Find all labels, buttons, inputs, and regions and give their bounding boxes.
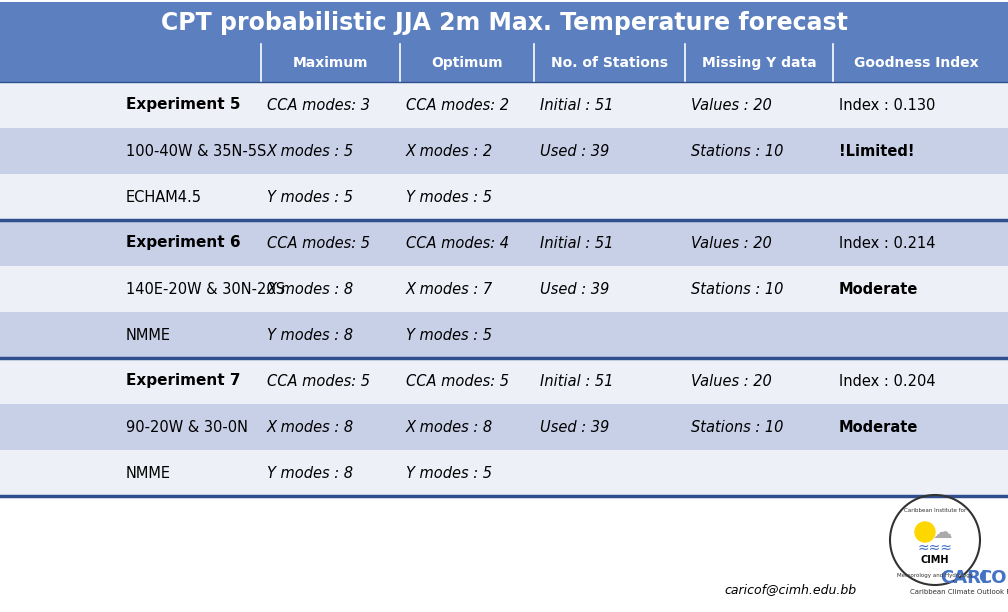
Text: Moderate: Moderate: [839, 282, 918, 296]
Text: Moderate: Moderate: [839, 419, 918, 435]
Text: Y modes : 5: Y modes : 5: [406, 190, 492, 204]
Text: Experiment 7: Experiment 7: [126, 373, 241, 389]
Text: Initial : 51: Initial : 51: [539, 373, 613, 389]
Text: X modes : 5: X modes : 5: [267, 143, 354, 159]
Circle shape: [915, 522, 935, 542]
Text: Y modes : 8: Y modes : 8: [267, 327, 353, 343]
Text: CIMH: CIMH: [920, 555, 950, 565]
Text: Experiment 5: Experiment 5: [126, 97, 241, 113]
Text: Stations : 10: Stations : 10: [690, 282, 783, 296]
Text: Values : 20: Values : 20: [690, 373, 772, 389]
Text: CCA modes: 2: CCA modes: 2: [406, 97, 509, 113]
Text: ECHAM4.5: ECHAM4.5: [126, 190, 202, 204]
Text: Y modes : 5: Y modes : 5: [267, 190, 353, 204]
Text: Values : 20: Values : 20: [690, 97, 772, 113]
Text: ☁: ☁: [933, 523, 953, 542]
Text: Caribbean Climate Outlook Forum: Caribbean Climate Outlook Forum: [910, 589, 1008, 595]
Text: 140E-20W & 30N-20S: 140E-20W & 30N-20S: [126, 282, 285, 296]
Text: Caribbean Institute for: Caribbean Institute for: [904, 507, 966, 512]
Text: Maximum: Maximum: [292, 56, 368, 70]
Text: CCA modes: 4: CCA modes: 4: [406, 236, 509, 250]
Text: !Limited!: !Limited!: [839, 143, 914, 159]
Text: No. of Stations: No. of Stations: [550, 56, 667, 70]
Bar: [0, 44, 1008, 82]
Text: X modes : 8: X modes : 8: [267, 419, 354, 435]
Text: Meteorology and Hydrology: Meteorology and Hydrology: [897, 572, 973, 578]
Text: Used : 39: Used : 39: [539, 419, 609, 435]
Text: caricof@cimh.edu.bb: caricof@cimh.edu.bb: [724, 583, 856, 597]
Text: Missing Y data: Missing Y data: [702, 56, 816, 70]
Bar: [0, 220, 1008, 266]
Bar: [0, 82, 1008, 128]
Text: X modes : 7: X modes : 7: [406, 282, 493, 296]
Text: Experiment 6: Experiment 6: [126, 236, 241, 250]
Text: Stations : 10: Stations : 10: [690, 143, 783, 159]
Text: CCA modes: 5: CCA modes: 5: [267, 236, 370, 250]
Text: CCA modes: 5: CCA modes: 5: [406, 373, 509, 389]
Text: Index : 0.130: Index : 0.130: [839, 97, 935, 113]
Text: Y modes : 5: Y modes : 5: [406, 327, 492, 343]
Text: Y modes : 5: Y modes : 5: [406, 466, 492, 480]
Text: 90-20W & 30-0N: 90-20W & 30-0N: [126, 419, 248, 435]
Text: CCA modes: 5: CCA modes: 5: [267, 373, 370, 389]
Text: X modes : 8: X modes : 8: [406, 419, 493, 435]
Bar: [0, 450, 1008, 496]
Text: 100-40W & 35N-5S: 100-40W & 35N-5S: [126, 143, 266, 159]
Text: CARI: CARI: [940, 569, 988, 587]
Bar: [0, 2, 1008, 44]
Text: X modes : 2: X modes : 2: [406, 143, 493, 159]
Text: Values : 20: Values : 20: [690, 236, 772, 250]
Bar: [0, 312, 1008, 358]
Text: Goodness Index: Goodness Index: [854, 56, 979, 70]
Bar: [0, 174, 1008, 220]
Bar: [0, 358, 1008, 404]
Text: CCA modes: 3: CCA modes: 3: [267, 97, 370, 113]
Text: X modes : 8: X modes : 8: [267, 282, 354, 296]
Text: Used : 39: Used : 39: [539, 282, 609, 296]
Text: Optimum: Optimum: [430, 56, 503, 70]
Text: COF: COF: [978, 569, 1008, 587]
Text: NMME: NMME: [126, 466, 171, 480]
Text: ≈≈≈: ≈≈≈: [917, 541, 953, 555]
Text: Y modes : 8: Y modes : 8: [267, 466, 353, 480]
Bar: [0, 404, 1008, 450]
Text: CPT probabilistic JJA 2m Max. Temperature forecast: CPT probabilistic JJA 2m Max. Temperatur…: [160, 11, 848, 35]
Text: Initial : 51: Initial : 51: [539, 97, 613, 113]
Text: Initial : 51: Initial : 51: [539, 236, 613, 250]
Bar: [0, 266, 1008, 312]
Text: Used : 39: Used : 39: [539, 143, 609, 159]
Bar: [0, 128, 1008, 174]
Text: Stations : 10: Stations : 10: [690, 419, 783, 435]
Text: Index : 0.214: Index : 0.214: [839, 236, 935, 250]
Text: Index : 0.204: Index : 0.204: [839, 373, 935, 389]
Text: NMME: NMME: [126, 327, 171, 343]
